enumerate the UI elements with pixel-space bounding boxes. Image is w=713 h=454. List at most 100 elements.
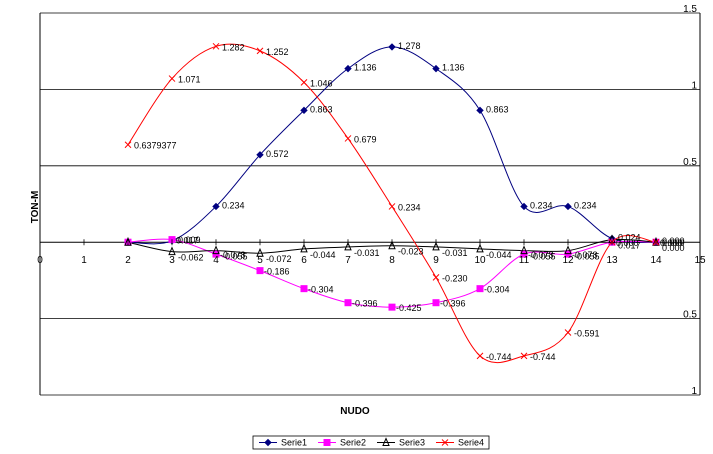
marker-triangle	[212, 245, 220, 255]
marker-square	[212, 250, 220, 258]
data-label: 0.017	[176, 236, 199, 246]
x-tick-label: 13	[606, 255, 618, 266]
marker-triangle	[432, 241, 440, 251]
marker-square	[388, 303, 396, 311]
data-label: 0.6379377	[134, 141, 177, 151]
x-tick-label: 15	[694, 255, 706, 266]
x-axis-title: NUDO	[340, 406, 370, 417]
marker-diamond	[520, 202, 528, 211]
x-tick-label: 3	[169, 255, 175, 266]
y-tick-label: 1.5	[683, 4, 697, 15]
legend-box	[252, 435, 490, 450]
y-axis-title: TON-M	[30, 191, 41, 224]
data-label: -0.055	[530, 252, 556, 262]
data-label: 1.136	[354, 63, 377, 73]
marker-triangle	[388, 240, 396, 250]
data-label: -0.072	[266, 254, 292, 264]
marker-x-stroke	[564, 329, 572, 336]
marker-diamond	[476, 106, 484, 115]
marker-diamond	[256, 151, 264, 159]
data-label: 0.863	[486, 104, 509, 114]
marker-triangle	[476, 243, 484, 253]
x-tick-label: 4	[213, 255, 219, 266]
data-label: 0.024	[618, 233, 641, 243]
data-label: -0.078	[528, 250, 554, 260]
x-tick-label: 1	[81, 255, 87, 266]
data-label: -0.031	[442, 248, 468, 258]
data-label: -0.044	[486, 250, 512, 260]
marker-x	[300, 79, 308, 86]
y-tick-label: 1	[691, 386, 697, 397]
data-label: -0.044	[310, 250, 336, 260]
marker-x	[124, 141, 132, 149]
marker-x	[256, 47, 264, 55]
data-label: -0.591	[574, 329, 600, 339]
marker-diamond	[388, 43, 396, 51]
data-label: 0.679	[354, 134, 377, 144]
data-label: -0.744	[486, 352, 512, 362]
data-label: -0.396	[440, 299, 466, 309]
data-label: -0.396	[352, 299, 378, 309]
data-label: -0.304	[308, 285, 334, 295]
marker-triangle	[344, 241, 352, 251]
data-label: -0.078	[220, 250, 246, 260]
data-label: -0.023	[398, 247, 424, 257]
series-line-serie3	[127, 238, 657, 254]
data-label: -0.304	[484, 285, 510, 295]
x-tick-label: 2	[125, 255, 131, 266]
data-label: 1.071	[178, 75, 201, 85]
data-label: 1.046	[310, 78, 333, 88]
data-label: 1.282	[222, 42, 245, 52]
x-tick-label: 8	[389, 255, 395, 266]
data-label: 0.863	[310, 104, 333, 114]
marker-x-stroke	[168, 75, 176, 82]
marker-x-stroke	[212, 42, 220, 50]
data-label: 0.000	[660, 238, 683, 248]
data-label: 0.017	[618, 241, 641, 251]
legend-label: Serie3	[399, 438, 425, 448]
marker-x-stroke	[520, 352, 528, 360]
axes	[39, 13, 701, 395]
data-label: 0.234	[574, 200, 597, 210]
marker-x	[476, 352, 484, 360]
x-tick-label: 9	[433, 255, 439, 266]
data-label: 1.136	[442, 63, 465, 73]
y-tick-label: 1	[691, 80, 697, 91]
marker-x-stroke	[432, 273, 440, 281]
marker-diamond	[432, 64, 440, 73]
marker-diamond	[264, 438, 272, 447]
x-tick-label: 11	[519, 255, 530, 266]
data-label: -0.062	[178, 253, 204, 263]
data-label: -0.055	[574, 252, 600, 262]
legend-label: Serie2	[340, 438, 366, 448]
data-label: -0.055	[222, 252, 248, 262]
data-label: -0.078	[572, 250, 598, 260]
marker-x	[212, 42, 220, 50]
marker-square	[323, 439, 331, 446]
marker-triangle	[564, 245, 572, 255]
marker-x	[520, 352, 528, 360]
x-tick-labels: 0 1 2 3 4 5 6 7 8 9 10 11 12 13 14 15	[37, 239, 706, 266]
marker-x-stroke	[388, 203, 396, 210]
marker-diamond	[212, 202, 220, 211]
x-tick-label: 12	[562, 255, 574, 266]
marker-triangle	[168, 246, 176, 256]
legend: Serie1 Serie2 Serie3 Serie4	[252, 435, 490, 450]
data-label: 0.234	[530, 200, 553, 210]
legend-label: Serie4	[458, 438, 484, 448]
marker-x-stroke	[124, 141, 132, 149]
y-tick-label: 0.5	[683, 157, 697, 168]
data-label: 0.234	[222, 200, 245, 210]
marker-x-stroke	[344, 135, 352, 142]
marker-triangle	[520, 245, 528, 255]
x-tick-label: 14	[650, 255, 662, 266]
series-line-serie1	[127, 46, 657, 245]
data-label: 1.278	[398, 41, 421, 51]
marker-square	[300, 285, 308, 293]
y-tick-labels: 1.5 1 0.5 0.5 1	[683, 4, 697, 397]
x-tick-label: 6	[301, 255, 307, 266]
marker-x-stroke	[441, 439, 449, 446]
marker-x	[168, 75, 176, 82]
y-tick-label: 0.5	[683, 310, 697, 321]
